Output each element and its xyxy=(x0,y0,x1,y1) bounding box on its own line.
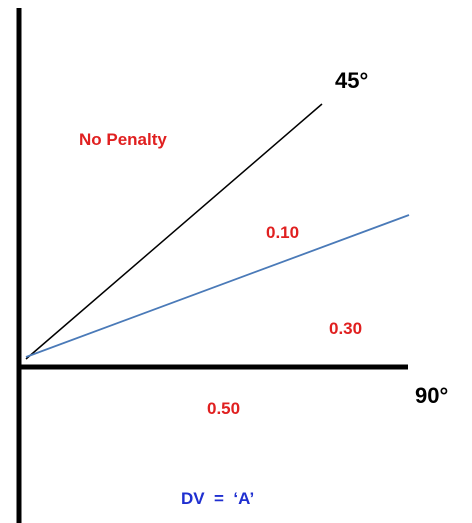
label-45-degree: 45° xyxy=(335,68,368,93)
line-threshold-blue xyxy=(25,214,410,358)
label-penalty-0-30: 0.30 xyxy=(329,319,362,338)
label-90-degree: 90° xyxy=(415,383,448,408)
label-penalty-0-50: 0.50 xyxy=(207,399,240,418)
label-dv-a: DV = ‘A’ xyxy=(181,489,254,508)
line-45-degree xyxy=(25,103,323,360)
label-no-penalty: No Penalty xyxy=(79,130,167,149)
label-penalty-0-10: 0.10 xyxy=(266,223,299,242)
